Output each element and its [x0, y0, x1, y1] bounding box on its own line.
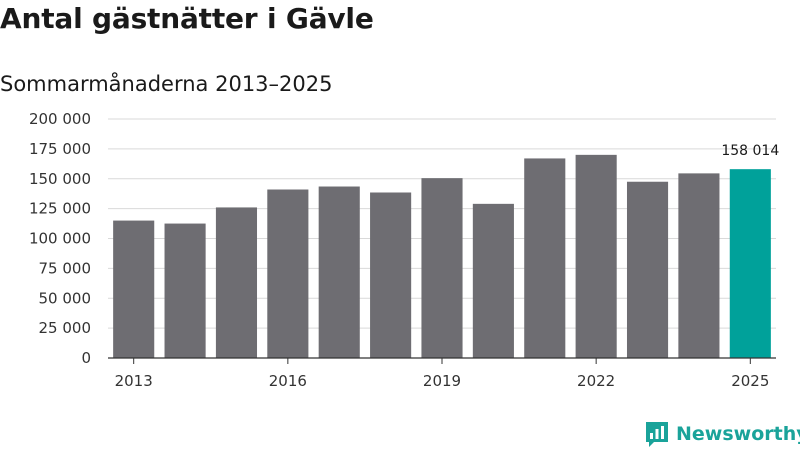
bar-2023	[626, 181, 669, 358]
x-tick-label: 2016	[269, 372, 307, 390]
y-tick-label: 75 000	[39, 259, 92, 277]
brand-logo: Newsworthy	[644, 420, 800, 448]
bar-2016	[267, 189, 309, 358]
bar-2013	[113, 220, 155, 358]
y-tick-label: 0	[81, 349, 91, 367]
labels: 0 25 000 50 000 75 000 100 000 125 000 150 000…	[29, 110, 779, 390]
chart-title: Antal gästnätter i Gävle	[0, 2, 374, 35]
bars	[113, 154, 771, 358]
y-tick-label: 125 000	[29, 200, 91, 218]
x-tick-label: 2025	[731, 372, 769, 390]
y-tick-label: 100 000	[29, 230, 91, 248]
y-tick-label: 25 000	[39, 319, 92, 337]
bar-2019	[421, 178, 463, 358]
brand-name: Newsworthy	[676, 423, 800, 445]
bar-2014	[164, 223, 206, 358]
bar-2018	[370, 192, 412, 358]
bar-2015	[215, 207, 258, 358]
bar-2017	[318, 186, 360, 358]
chart-subtitle: Sommarmånaderna 2013–2025	[0, 72, 333, 96]
x-tick-label: 2022	[577, 372, 615, 390]
bar-2020	[472, 203, 514, 358]
y-tick-label: 150 000	[29, 170, 91, 188]
x-tick-label: 2013	[115, 372, 153, 390]
x-tick-label: 2019	[423, 372, 461, 390]
y-tick-label: 175 000	[29, 140, 91, 158]
y-tick-label: 50 000	[39, 289, 92, 307]
bar-2025	[729, 169, 771, 358]
bar-2021	[524, 158, 566, 358]
axes	[108, 357, 776, 364]
newsworthy-logo-icon	[646, 422, 668, 447]
bar-2024	[678, 173, 720, 358]
bar-2022	[575, 154, 617, 358]
data-label-2025: 158 014	[721, 143, 779, 159]
y-tick-label: 200 000	[29, 110, 91, 128]
